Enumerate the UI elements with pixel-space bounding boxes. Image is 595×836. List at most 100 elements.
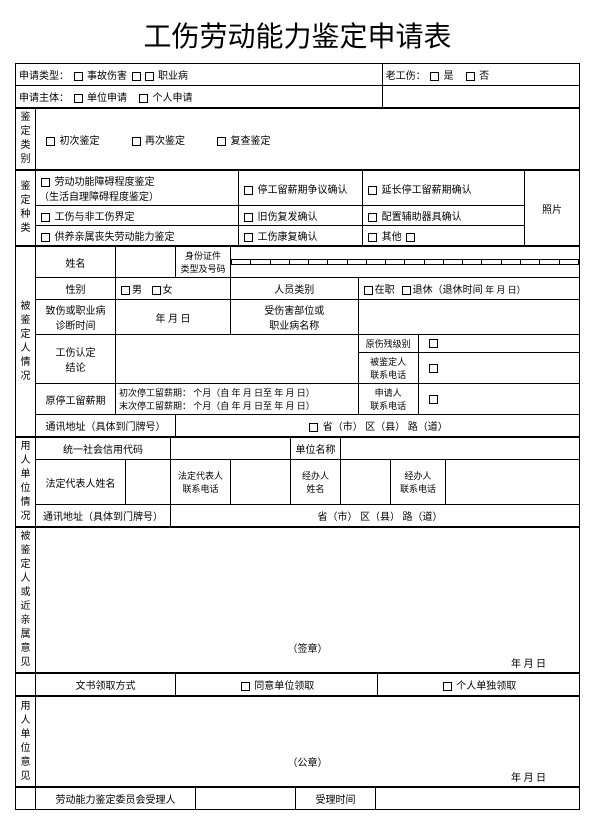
footer-section: 劳动能力鉴定委员会受理人 受理时间 [15,787,580,810]
legal-phone-input[interactable] [231,460,291,505]
uscc-label: 统一社会信用代码 [36,438,171,460]
kind-e-text: 旧伤复发确认 [258,212,318,223]
first-text: 初次鉴定 [60,136,100,147]
receipt-section: 文书领取方式 同意单位领取 个人单独领取 [15,673,580,696]
uscc-input[interactable] [171,438,291,460]
kind-d-text: 工伤与非工伤界定 [55,212,135,223]
opinion1-label: 被鉴 定人 或近 亲属 意见 [16,528,36,673]
first-checkbox[interactable] [46,137,55,146]
kind-b-checkbox[interactable] [244,186,253,195]
employer-addr-input[interactable]: 省（市） 区（县） 路（道） [171,505,580,527]
assessed-phone-label: 被鉴定人 联系电话 [358,353,418,384]
employer-section: 用人 单位 情况 统一社会信用代码 单位名称 法定代表人姓名 法定代表人 联系电… [15,437,580,527]
category-section: 鉴定 类别 初次鉴定 再次鉴定 复查鉴定 [15,108,580,170]
kind-i-text: 其他 [382,232,402,243]
apply-type-label: 申请类型： [19,71,69,82]
applicant-phone-input[interactable] [418,384,579,415]
diag-time-label: 致伤或职业病 诊断时间 [36,300,116,335]
last-leave-text: 末次停工留薪期： 个月（自 年 月 日至 年 月 日） [119,399,355,412]
agent-phone-label: 经办人 联系电话 [391,460,446,505]
female-text: 女 [163,285,173,296]
opinion1-section: 被鉴 定人 或近 亲属 意见 （签章） 年 月 日 [15,527,580,673]
accident-text: 事故伤害 [87,71,127,82]
occupational-text: 职业病 [158,71,188,82]
retired-checkbox[interactable] [402,286,411,295]
onjob-text: 在职 [375,285,395,296]
receipt-method-label: 文书领取方式 [36,674,176,696]
gender-label: 性别 [36,278,116,300]
employer-addr-label: 通讯地址（具体到门牌号） [36,505,171,527]
receive-time-label: 受理时间 [296,788,376,810]
old-no-checkbox[interactable] [466,72,475,81]
kind-section: 鉴定 种类 劳动功能障碍程度鉴定 （生活自理障碍程度鉴定） 停工留薪期争议确认 … [15,170,580,246]
kind-b-text: 停工留薪期争议确认 [258,185,348,196]
legal-name-input[interactable] [126,460,171,505]
receive-time-input[interactable] [376,788,580,810]
kind-h-checkbox[interactable] [244,233,253,242]
first-leave-text: 初次停工留薪期： 个月（自 年 月 日至 年 月 日） [119,386,355,399]
orig-level-input[interactable] [418,335,579,353]
kind-a-text: 劳动功能障碍程度鉴定 （生活自理障碍程度鉴定） [39,177,159,203]
accident-checkbox[interactable] [74,72,83,81]
old-yes-checkbox[interactable] [430,72,439,81]
kind-a-checkbox[interactable] [41,178,50,187]
female-checkbox[interactable] [152,286,161,295]
kind-e-checkbox[interactable] [244,213,253,222]
same-unit-checkbox[interactable] [241,682,250,691]
conclusion-input[interactable] [116,335,359,384]
injury-dept-input[interactable] [358,300,579,335]
opinion2-date: 年 月 日 [39,769,576,784]
old-yes-text: 是 [444,71,454,82]
opinion1-date: 年 月 日 [39,655,576,670]
review-checkbox[interactable] [217,137,226,146]
onjob-checkbox[interactable] [364,286,373,295]
again-text: 再次鉴定 [145,136,185,147]
opinion2-section: 用人 单位 意见 （公章） 年 月 日 [15,696,580,787]
assessed-phone-input[interactable] [418,353,579,384]
kind-f-text: 配置辅助器具确认 [382,212,462,223]
leave-period-label: 原停工留薪期 [36,384,116,415]
name-label: 姓名 [36,247,116,278]
legal-name-label: 法定代表人姓名 [36,460,126,505]
injury-dept-label: 受伤害部位或 职业病名称 [231,300,359,335]
employer-label: 用人 单位 情况 [16,438,36,527]
assessed-addr-label: 通讯地址（具体到门牌号） [36,415,176,437]
kind-f-checkbox[interactable] [368,213,377,222]
conclusion-label: 工伤认定 结论 [36,335,116,384]
male-text: 男 [132,285,142,296]
apply-subject-label: 申请主体： [19,93,69,104]
id-cells[interactable] [231,247,580,278]
agent-phone-input[interactable] [446,460,580,505]
kind-i-checkbox[interactable] [368,233,377,242]
assessed-section: 被鉴 定人 情况 姓名 身份证件 类型及号码 性别 男 女 人员类别 在职 退休… [15,246,580,437]
personal-receipt-checkbox[interactable] [443,682,452,691]
opinion2-seal: （公章） [39,754,576,769]
assessed-addr-input[interactable]: 省（市） 区（县） 路（道） [176,415,580,437]
unit-apply-checkbox[interactable] [74,94,83,103]
receiver-label: 劳动能力鉴定委员会受理人 [36,788,196,810]
unit-name-input[interactable] [341,438,580,460]
kind-c-checkbox[interactable] [368,186,377,195]
legal-phone-label: 法定代表人 联系电话 [171,460,231,505]
male-checkbox[interactable] [121,286,130,295]
old-injury-label: 老工伤： [386,71,426,82]
person-cat-label: 人员类别 [231,278,359,300]
kind-h-text: 工伤康复确认 [258,232,318,243]
opinion1-sig: （签章） [39,640,576,655]
again-checkbox[interactable] [132,137,141,146]
kind-g-checkbox[interactable] [41,233,50,242]
review-text: 复查鉴定 [231,136,271,147]
form-title: 工伤劳动能力鉴定申请表 [15,15,580,55]
diag-time-input[interactable]: 年 月 日 [116,300,231,335]
personal-apply-text: 个人申请 [153,93,193,104]
orig-level-label: 原伤残级别 [358,335,418,353]
agent-name-label: 经办人 姓名 [291,460,341,505]
agent-name-input[interactable] [341,460,391,505]
kind-d-checkbox[interactable] [41,213,50,222]
receiver-input[interactable] [196,788,296,810]
name-input[interactable] [116,247,176,278]
occupational-checkbox[interactable] [132,72,141,81]
unit-apply-text: 单位申请 [87,93,127,104]
personal-apply-checkbox[interactable] [139,94,148,103]
opinion2-label: 用人 单位 意见 [16,697,36,787]
